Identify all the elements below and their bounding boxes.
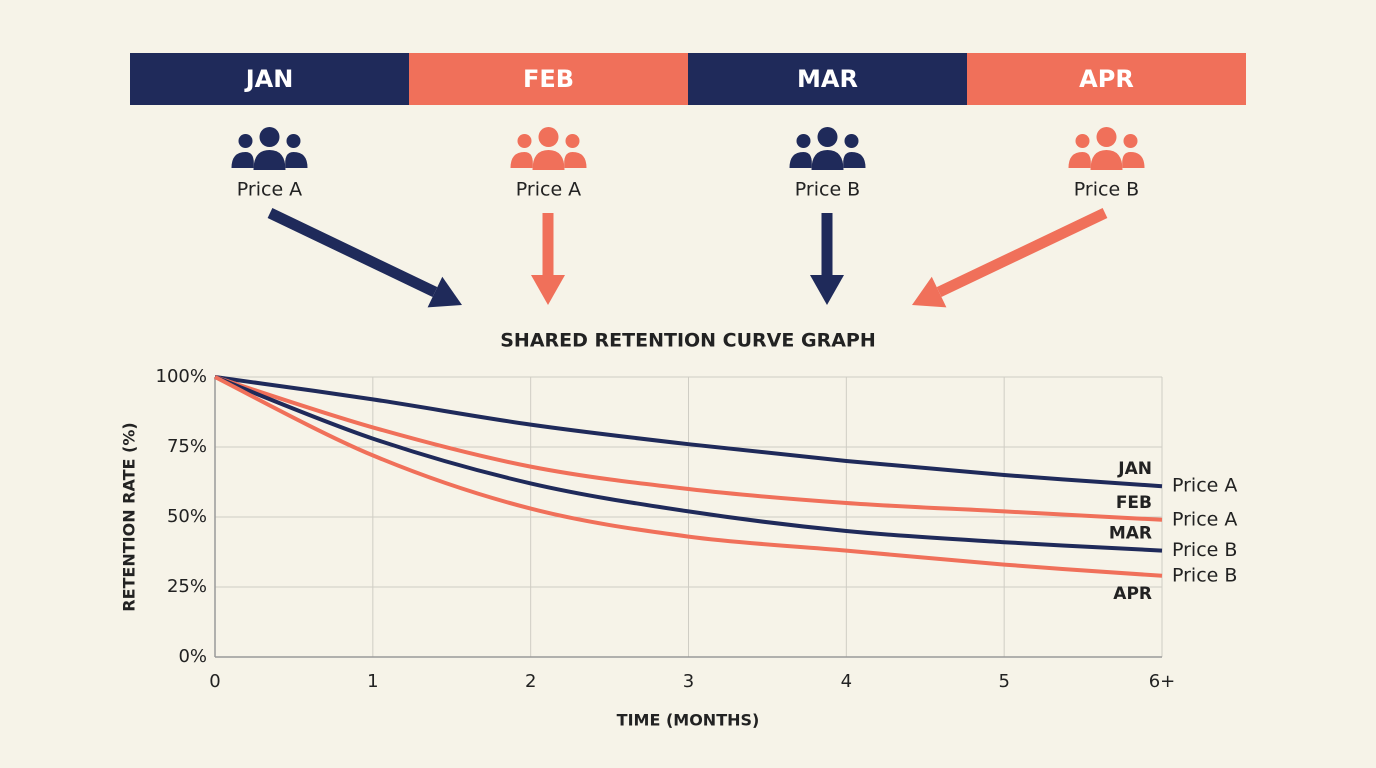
x-tick-label: 4 (841, 671, 852, 692)
series-name: MAR (1109, 524, 1152, 544)
month-label: FEB (523, 65, 574, 93)
icon-body (285, 152, 308, 168)
people-icon (789, 127, 866, 170)
series-name: FEB (1116, 493, 1152, 513)
month-bar (967, 53, 1246, 105)
icon-body (811, 150, 844, 170)
series-line (214, 375, 1163, 489)
month-bar (409, 53, 688, 105)
icon-body (789, 152, 812, 168)
series-label: Price B (1172, 564, 1237, 586)
icon-body (1122, 152, 1145, 168)
series-line (214, 375, 1163, 553)
icon-body (843, 152, 866, 168)
arrow-shaft (936, 208, 1108, 298)
icon-head (259, 127, 280, 147)
icon-head (286, 134, 301, 148)
arrow-head (912, 276, 947, 308)
icon-head (796, 134, 811, 148)
x-tick-label: 5 (998, 671, 1009, 692)
series-label: Price B (1172, 539, 1237, 561)
x-tick-label: 0 (209, 671, 220, 692)
icon-body (532, 150, 565, 170)
series-label: Price A (1172, 475, 1237, 497)
x-tick-label: 3 (683, 671, 694, 692)
series-name: JAN (1117, 459, 1152, 479)
x-tick-label: 1 (367, 671, 378, 692)
icon-body (231, 152, 254, 168)
price-label: Price B (795, 179, 860, 201)
month-bar (688, 53, 967, 105)
icon-body (253, 150, 286, 170)
month-bar (130, 53, 409, 105)
y-tick-label: 50% (167, 506, 207, 527)
people-icon (231, 127, 308, 170)
x-axis-label: TIME (MONTHS) (617, 711, 760, 730)
icon-head (238, 134, 253, 148)
y-tick-label: 100% (156, 366, 207, 387)
price-label: Price A (516, 179, 581, 201)
y-tick-label: 25% (167, 576, 207, 597)
arrow-head (810, 275, 844, 305)
icon-head (538, 127, 559, 147)
icon-head (1123, 134, 1138, 148)
month-label: JAN (244, 65, 294, 93)
chart-title: SHARED RETENTION CURVE GRAPH (500, 330, 876, 352)
y-tick-label: 0% (178, 646, 207, 667)
icon-head (1075, 134, 1090, 148)
price-label: Price A (237, 179, 302, 201)
people-icon (1068, 127, 1145, 170)
icon-head (1096, 127, 1117, 147)
icon-body (510, 152, 533, 168)
icon-body (564, 152, 587, 168)
month-label: MAR (797, 65, 858, 93)
icon-head (517, 134, 532, 148)
series-line (214, 375, 1163, 578)
icon-head (817, 127, 838, 147)
x-tick-label: 6+ (1149, 671, 1176, 692)
x-tick-label: 2 (525, 671, 536, 692)
icon-head (565, 134, 580, 148)
arrow-head (531, 275, 565, 305)
series-label: Price A (1172, 508, 1237, 530)
people-icon (510, 127, 587, 170)
icon-head (844, 134, 859, 148)
icon-body (1068, 152, 1091, 168)
arrow-shaft (267, 208, 438, 297)
series-name: APR (1113, 584, 1152, 604)
month-label: APR (1079, 65, 1134, 93)
y-tick-label: 75% (167, 436, 207, 457)
arrow-head (427, 276, 462, 308)
y-axis-label: RETENTION RATE (%) (120, 422, 139, 611)
icon-body (1090, 150, 1123, 170)
price-label: Price B (1074, 179, 1139, 201)
series-line (214, 375, 1163, 522)
